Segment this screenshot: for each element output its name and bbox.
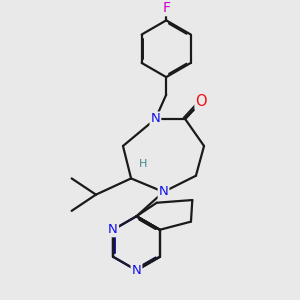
Text: N: N — [108, 223, 118, 236]
Text: F: F — [162, 1, 170, 15]
Text: N: N — [151, 112, 160, 125]
Text: H: H — [139, 159, 147, 169]
Text: N: N — [159, 185, 168, 198]
Text: O: O — [196, 94, 207, 109]
Text: N: N — [132, 264, 141, 277]
